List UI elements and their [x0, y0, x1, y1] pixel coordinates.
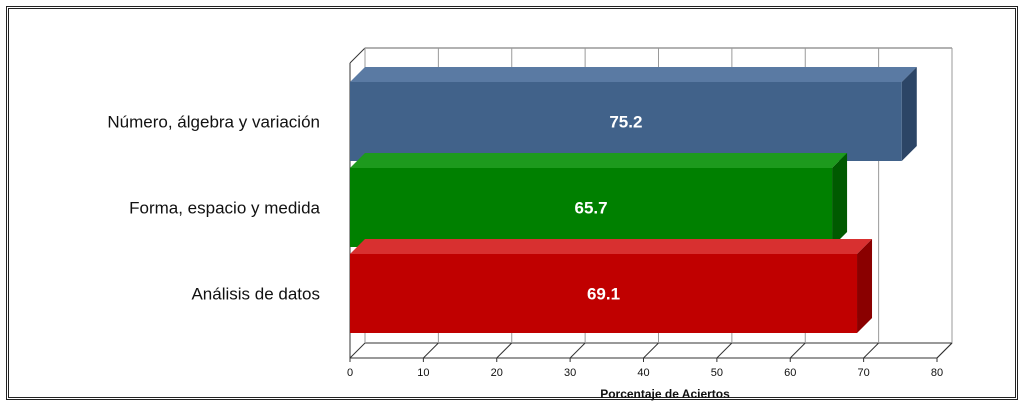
floor-tick-diagonal	[936, 342, 953, 359]
floor-tick-diagonal	[643, 342, 659, 359]
category-label-layer: Número, álgebra y variación Forma, espaci…	[107, 113, 320, 304]
bar-value-label: 65.7	[574, 199, 607, 218]
x-tick-label: 40	[637, 367, 649, 379]
category-label: Forma, espacio y medida	[129, 199, 320, 218]
bar-side-face	[857, 239, 873, 333]
floor-tick-diagonal	[423, 342, 439, 359]
x-tick-label: 70	[858, 367, 870, 379]
x-axis-title: Porcentaje de Aciertos	[600, 387, 730, 401]
bar-layer: 75.2 65.7 69.1	[350, 67, 917, 333]
floor-tick-diagonal	[496, 342, 513, 359]
bar	[350, 82, 902, 161]
bar-top-face	[350, 153, 848, 168]
bar-top-face	[350, 239, 873, 254]
floor-tick-diagonal	[716, 342, 733, 359]
x-tick-label: 20	[491, 367, 503, 379]
x-tick-label: 50	[711, 367, 723, 379]
floor-tick-diagonal	[569, 342, 586, 359]
x-tick-label: 30	[564, 367, 576, 379]
bar-side-face	[901, 67, 917, 161]
bar	[350, 254, 858, 333]
bar-value-label: 69.1	[587, 285, 620, 304]
x-tick-label: 10	[417, 367, 429, 379]
x-tick-label: 60	[784, 367, 796, 379]
x-tick-label: 0	[347, 367, 353, 379]
category-label: Número, álgebra y variación	[107, 113, 320, 132]
floor-tick-diagonal	[789, 342, 806, 359]
wall-top-diagonal	[349, 47, 366, 64]
floor-tick-diagonal	[863, 342, 879, 359]
tick-layer: 0 10 20 30 40 50 60 70 80	[347, 358, 943, 379]
bar-side-face	[832, 153, 848, 247]
bar	[350, 168, 833, 247]
category-label: Análisis de datos	[191, 285, 320, 304]
bar-value-label: 75.2	[609, 113, 642, 132]
bar-top-face	[350, 67, 917, 82]
x-tick-label: 80	[931, 367, 943, 379]
floor-tick-diagonal	[349, 342, 366, 359]
